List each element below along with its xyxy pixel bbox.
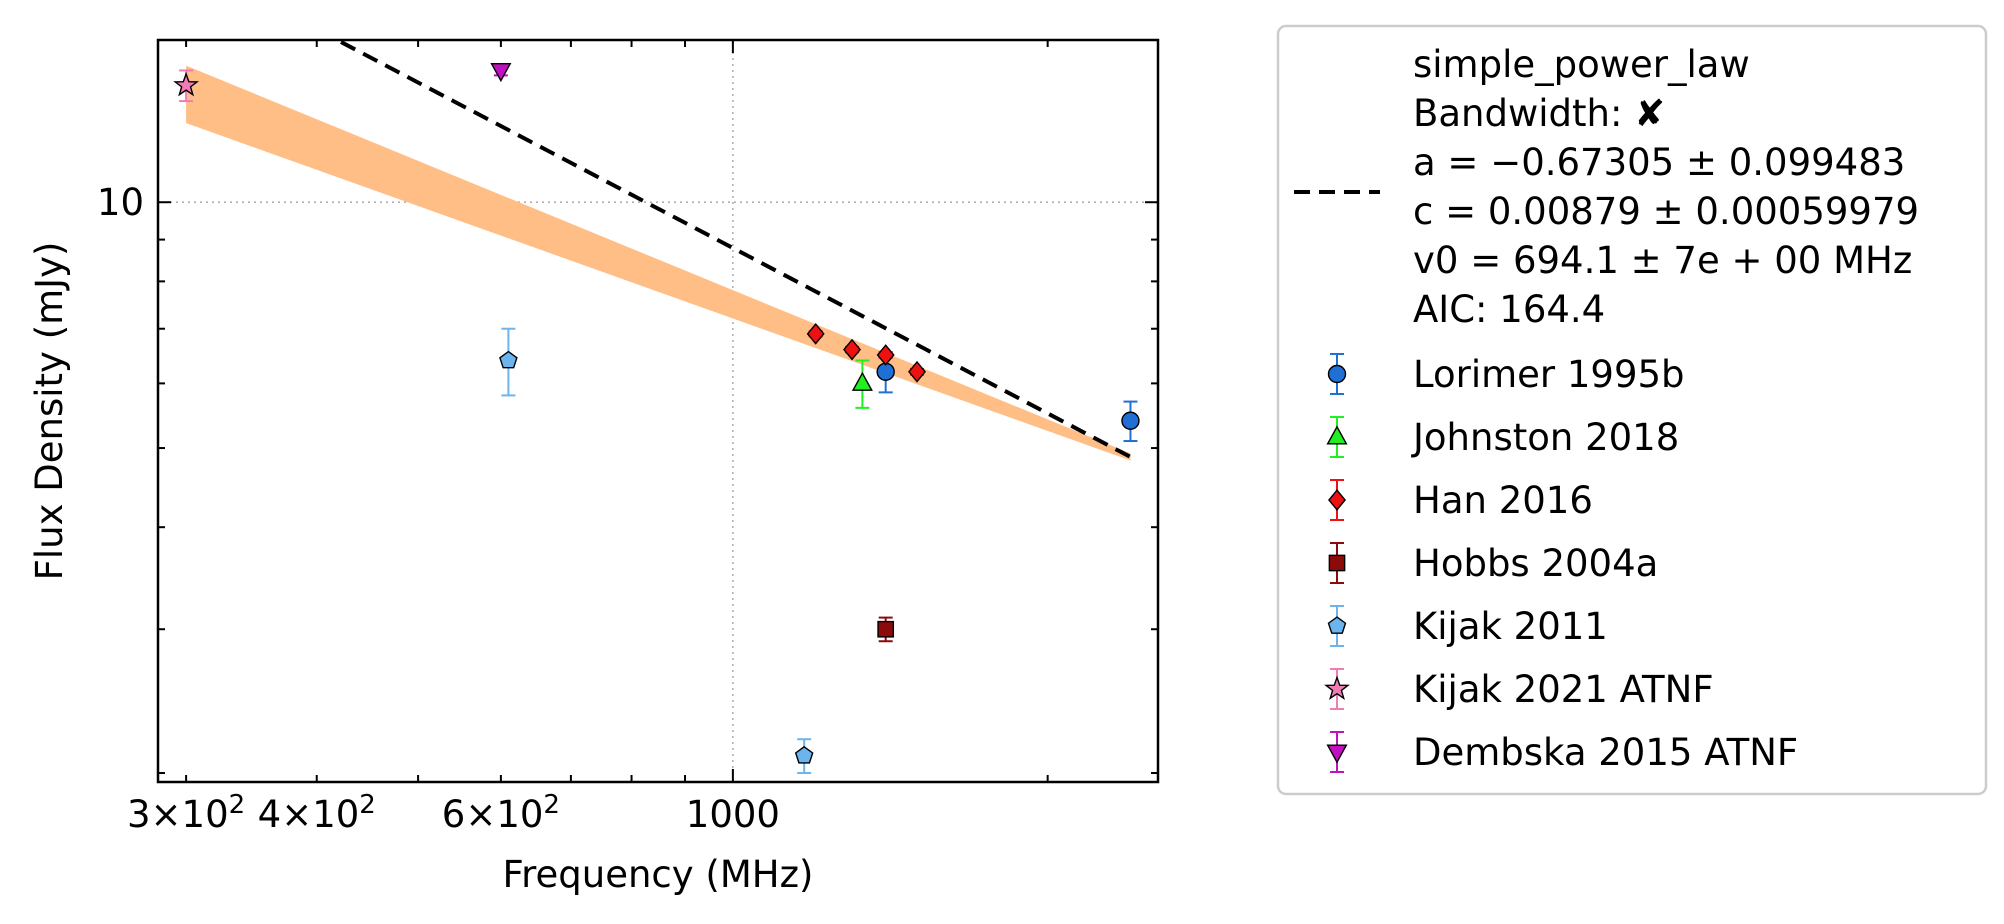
- data-point: [851, 371, 873, 391]
- legend-entry: Hobbs 2004a: [1328, 542, 1658, 585]
- x-axis-label: Frequency (MHz): [503, 853, 814, 896]
- legend-marker: [1328, 489, 1346, 511]
- legend-label: Hobbs 2004a: [1413, 542, 1658, 585]
- series-han-2016: [806, 322, 926, 383]
- y-axis-label: Flux Density (mJy): [28, 242, 71, 581]
- legend-marker: [1326, 425, 1348, 445]
- legend-fit-name: simple_power_law: [1413, 43, 1750, 86]
- legend-series-entries: Lorimer 1995b Johnston 2018 Han 2016 Hobbs …: [1324, 353, 1798, 774]
- data-points: [173, 62, 1140, 775]
- data-point: [876, 344, 895, 366]
- fit-line: [332, 40, 1132, 459]
- legend: simple_power_law Bandwidth: ✘ a = −0.673…: [1276, 24, 1988, 796]
- legend-label: Dembska 2015 ATNF: [1413, 731, 1798, 774]
- x-tick-label: 1000: [686, 793, 780, 836]
- legend-fit-c: c = 0.00879 ± 0.00059979: [1413, 190, 1919, 233]
- fit-band-polygon: [186, 65, 1131, 461]
- legend-fit-v0: v0 = 694.1 ± 7e + 00 MHz: [1413, 239, 1912, 282]
- legend-marker: [1326, 744, 1348, 764]
- legend-entry: Kijak 2021 ATNF: [1324, 668, 1714, 711]
- y-tick-label: 10: [97, 181, 144, 224]
- legend-marker: [1327, 364, 1347, 384]
- legend-label: Johnston 2018: [1411, 416, 1679, 459]
- legend-fit-bandwidth: Bandwidth: ✘: [1413, 92, 1665, 135]
- x-tick-label: 4×102: [258, 790, 376, 836]
- series-kijak-2011: [499, 327, 814, 775]
- series-lorimer-1995b: [876, 351, 1140, 443]
- legend-box: [1276, 24, 1988, 796]
- data-point: [877, 620, 895, 638]
- data-point: [806, 322, 825, 345]
- data-point: [173, 71, 199, 97]
- legend-entry: Lorimer 1995b: [1327, 353, 1685, 396]
- data-point: [794, 745, 814, 764]
- axis-ticks: [158, 40, 1158, 782]
- legend-label: Kijak 2021 ATNF: [1413, 668, 1714, 711]
- data-point: [490, 62, 512, 83]
- data-point: [908, 360, 926, 383]
- legend-entry: Kijak 2011: [1327, 605, 1608, 648]
- grid-lines: [158, 40, 1158, 782]
- x-tick-label: 3×102: [127, 790, 245, 836]
- series-dembska-2015-atnf: [490, 62, 512, 83]
- legend-label: Han 2016: [1413, 479, 1593, 522]
- series-hobbs-2004a: [877, 616, 895, 643]
- fit-uncertainty-band: [186, 65, 1131, 461]
- legend-label: Lorimer 1995b: [1413, 353, 1685, 396]
- legend-fit-aic: AIC: 164.4: [1413, 288, 1605, 331]
- legend-entry: Johnston 2018: [1326, 416, 1679, 459]
- legend-marker: [1324, 675, 1350, 700]
- data-point: [499, 350, 518, 369]
- plot-frame: [156, 38, 1160, 784]
- series-johnston-2018: [851, 359, 873, 409]
- fit-line-path: [332, 40, 1132, 459]
- tick-labels: 3×102 4×102 6×102 1000 10: [97, 181, 780, 836]
- legend-label: Kijak 2011: [1413, 605, 1608, 648]
- x-tick-label: 6×102: [442, 790, 560, 836]
- legend-fit-text: simple_power_law Bandwidth: ✘ a = −0.673…: [1413, 43, 1919, 331]
- legend-fit-a: a = −0.67305 ± 0.099483: [1413, 141, 1905, 184]
- legend-marker: [1327, 616, 1347, 634]
- legend-entry: Dembska 2015 ATNF: [1326, 731, 1798, 774]
- data-point: [1121, 411, 1140, 430]
- data-point: [843, 338, 862, 361]
- legend-marker: [1328, 554, 1346, 572]
- legend-entry: Han 2016: [1328, 479, 1593, 522]
- series-kijak-2021-atnf: [173, 69, 199, 103]
